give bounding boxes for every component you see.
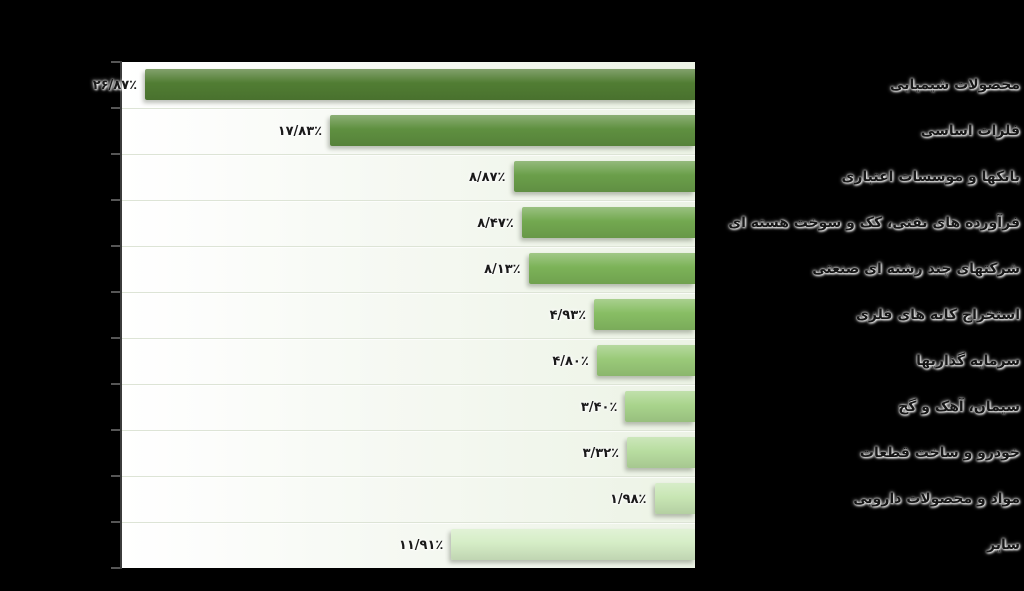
- category-label: سیمان، آهک و گچ: [898, 399, 1020, 415]
- row-separator: [122, 430, 695, 431]
- category-label: فرآورده های نفتی، کک و سوخت هسته ای: [728, 215, 1020, 231]
- axis-tick: [111, 337, 120, 339]
- plot-area: ۲۶/۸۷٪ ۱۷/۸۳٪ ۸/۸۷٪ ۸/۴۷٪ ۸/۱۳٪ ۴/۹۳٪ ۴/۸۰٪ ۳/۴…: [93, 62, 695, 568]
- category-label: خودرو و ساخت قطعات: [859, 445, 1020, 461]
- bar: [145, 69, 695, 100]
- row-separator: [122, 476, 695, 477]
- category-label: محصولات شیمیایی: [890, 77, 1020, 93]
- bar-value-label: ۴/۹۳٪: [549, 307, 587, 323]
- bar-value-label: ۸/۴۷٪: [477, 215, 514, 231]
- row-separator: [122, 384, 695, 385]
- bar-value-label: ۴/۸۰٪: [552, 353, 589, 369]
- bar-row: ۸/۱۳٪: [122, 246, 695, 292]
- bar: [528, 253, 695, 284]
- bar-value-label: ۱/۹۸٪: [610, 491, 647, 507]
- axis-tick: [111, 199, 120, 201]
- row-separator: [122, 246, 695, 247]
- bar-row: ۸/۸۷٪: [122, 154, 695, 200]
- bar-row: ۲۶/۸۷٪: [93, 62, 695, 108]
- y-axis-line: [120, 61, 122, 569]
- axis-tick: [111, 429, 120, 431]
- category-label: فلزات اساسی: [920, 123, 1020, 139]
- axis-tick: [111, 245, 120, 247]
- bar-row: ۸/۴۷٪: [122, 200, 695, 246]
- bar-value-label: ۳/۴۰٪: [580, 399, 618, 415]
- bar-value-label: ۱۱/۹۱٪: [398, 537, 444, 553]
- row-separator: [122, 154, 695, 155]
- category-label: بانکها و موسسات اعتباری: [841, 169, 1020, 185]
- row-separator: [122, 108, 695, 109]
- bar-row: ۱/۹۸٪: [122, 476, 695, 522]
- category-labels: محصولات شیمیایی فلزات اساسی بانکها و موسسا…: [708, 62, 1020, 568]
- axis-tick: [111, 153, 120, 155]
- bar-value-label: ۲۶/۸۷٪: [92, 77, 138, 93]
- bar-value-label: ۸/۸۷٪: [469, 169, 506, 185]
- bar-row: ۱۱/۹۱٪: [122, 522, 695, 568]
- row-separator: [122, 200, 695, 201]
- axis-tick: [111, 475, 120, 477]
- category-label: مواد و محصولات دارویی: [853, 491, 1020, 507]
- bar-value-label: ۳/۳۲٪: [582, 445, 620, 461]
- category-label: استخراج کانه های فلزی: [856, 307, 1020, 323]
- bar: [513, 161, 695, 192]
- bar: [625, 391, 695, 422]
- bar-value-label: ۱۷/۸۳٪: [277, 123, 323, 139]
- bar: [451, 529, 695, 560]
- axis-tick: [111, 61, 120, 63]
- category-label: سرمایه گذاریها: [916, 353, 1020, 369]
- axis-tick: [111, 521, 120, 523]
- row-separator: [122, 292, 695, 293]
- row-separator: [122, 522, 695, 523]
- axis-tick: [111, 383, 120, 385]
- bar-value-label: ۸/۱۳٪: [484, 261, 521, 277]
- bar: [330, 115, 695, 146]
- category-label: سایر: [987, 537, 1020, 553]
- bar-row: ۱۷/۸۳٪: [122, 108, 695, 154]
- bar: [521, 207, 695, 238]
- bar: [594, 299, 695, 330]
- row-separator: [122, 338, 695, 339]
- bar: [654, 483, 695, 514]
- bar-row: ۴/۹۳٪: [122, 292, 695, 338]
- axis-tick: [111, 567, 120, 569]
- bar: [596, 345, 695, 376]
- axis-tick: [111, 107, 120, 109]
- bar-row: ۴/۸۰٪: [122, 338, 695, 384]
- category-label: شرکتهای چند رشته ای صنعتی: [812, 261, 1020, 277]
- bar: [627, 437, 695, 468]
- bar-row: ۳/۴۰٪: [122, 384, 695, 430]
- bar-row: ۳/۳۲٪: [122, 430, 695, 476]
- axis-tick: [111, 291, 120, 293]
